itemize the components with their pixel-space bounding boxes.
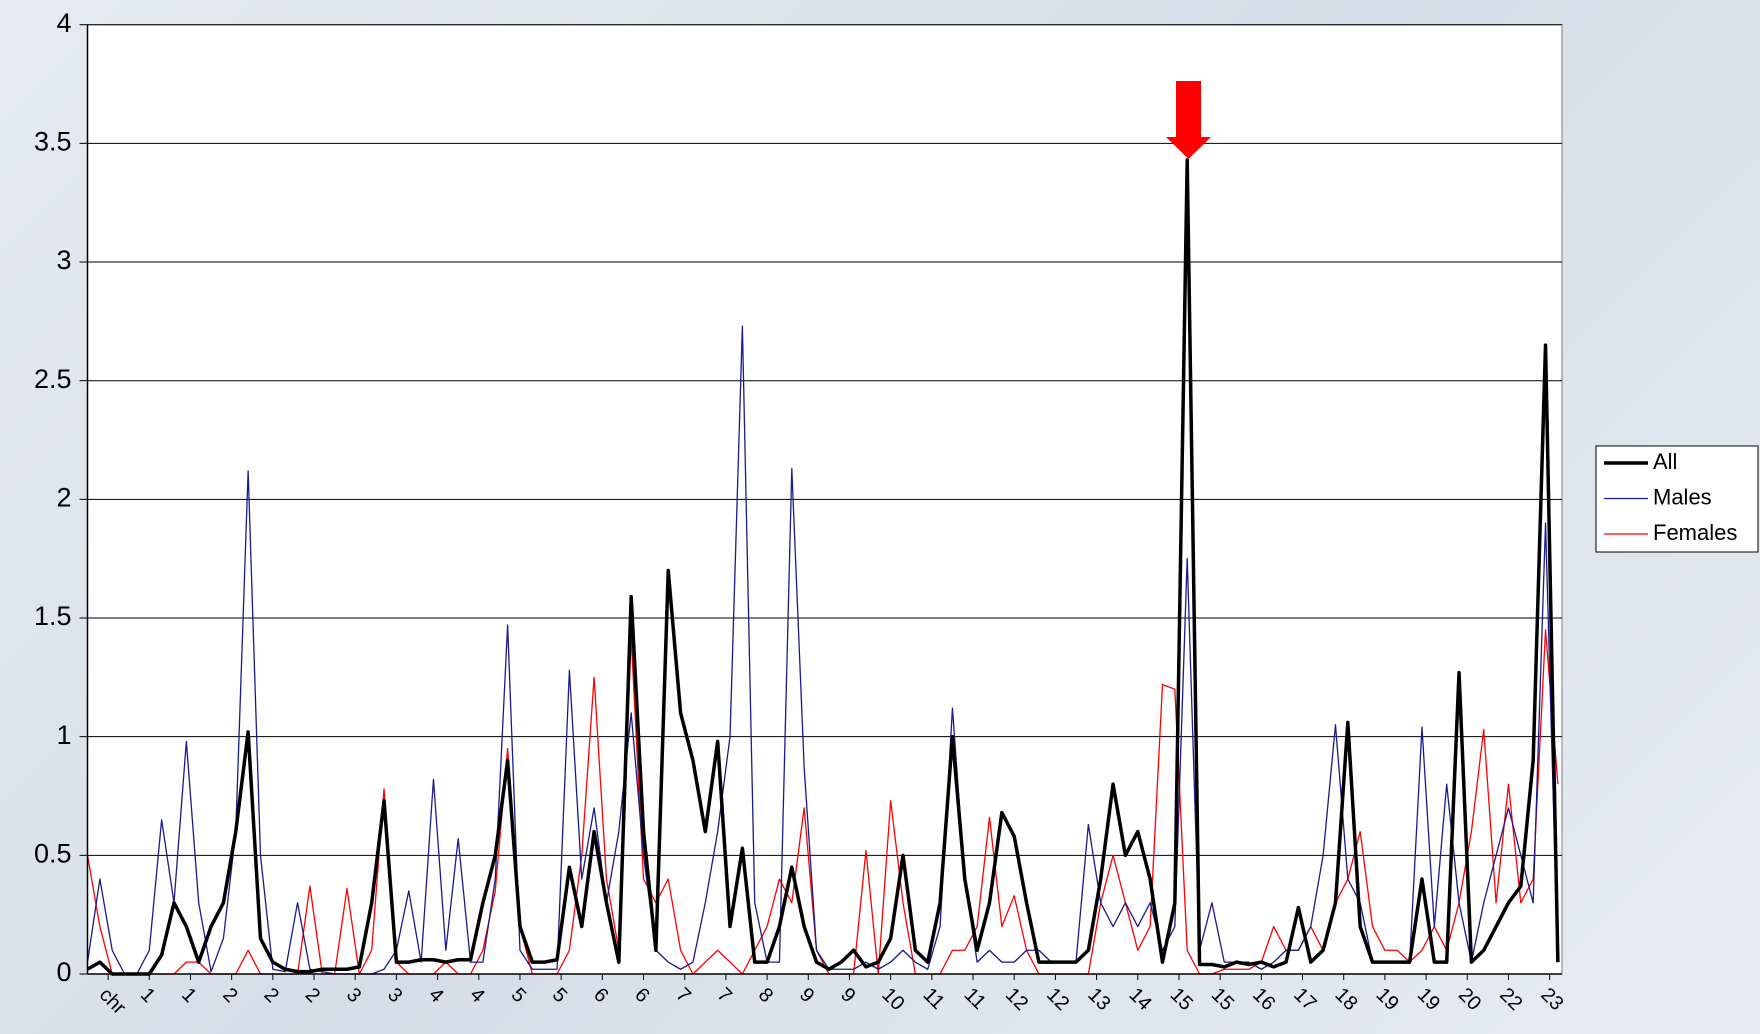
x-tick-label: 6	[630, 984, 653, 1007]
y-tick-label: 3.5	[34, 126, 72, 156]
x-tick-label: 19	[1372, 984, 1403, 1015]
y-tick-label: 2.5	[34, 364, 72, 394]
x-tick-label: 7	[671, 984, 694, 1007]
x-tick-label: 3	[383, 984, 406, 1007]
peak-arrow	[1166, 81, 1211, 159]
arrow-shaft	[1176, 81, 1201, 137]
series-line	[86, 158, 1560, 976]
legend-label: Males	[1653, 484, 1712, 509]
y-tick-label: 0	[56, 957, 71, 987]
x-tick-label: 8	[754, 984, 777, 1007]
x-tick-label: 20	[1454, 984, 1485, 1015]
y-tick-label: 0.5	[34, 838, 72, 868]
x-tick-label: 6	[589, 984, 612, 1007]
x-tick-label: 11	[960, 984, 990, 1014]
x-tick-label: 18	[1330, 984, 1361, 1015]
x-tick-label: chr	[95, 984, 130, 1019]
x-tick-label: 4	[466, 984, 489, 1007]
y-tick-label: 1	[56, 720, 71, 750]
x-tick-label: 17	[1289, 984, 1320, 1015]
legend-label: All	[1653, 449, 1677, 474]
x-tick-label: 1	[177, 984, 200, 1007]
x-tick-label: 2	[218, 984, 241, 1007]
x-tick-label: 15	[1166, 984, 1197, 1015]
x-tick-label: 9	[836, 984, 859, 1007]
x-tick-label: 19	[1413, 984, 1444, 1015]
y-tick-label: 2	[56, 482, 71, 512]
x-tick-label: 2	[260, 984, 283, 1007]
x-tick-label: 15	[1207, 984, 1238, 1015]
x-tick-label: 11	[919, 984, 949, 1014]
legend-label: Females	[1653, 520, 1737, 545]
legend: All Males Females	[1595, 445, 1759, 553]
x-tick-label: 7	[713, 984, 736, 1007]
y-tick-label: 3	[56, 245, 71, 275]
y-tick-label: 1.5	[34, 601, 72, 631]
arrow-head	[1166, 137, 1211, 159]
x-tick-label: 23	[1536, 984, 1567, 1015]
x-tick-label: 5	[507, 984, 530, 1007]
y-tick-label: 4	[56, 8, 71, 38]
x-tick-label: 14	[1125, 984, 1156, 1015]
x-tick-label: 12	[1042, 984, 1073, 1015]
x-tick-label: 9	[795, 984, 818, 1007]
x-tick-label: 12	[1001, 984, 1032, 1015]
x-tick-label: 4	[424, 984, 447, 1007]
x-tick-label: 13	[1083, 984, 1114, 1015]
x-tick-label: 22	[1495, 984, 1526, 1015]
x-tick-label: 10	[877, 984, 908, 1015]
x-tick-label: 2	[301, 984, 324, 1007]
x-tick-label: 5	[548, 984, 571, 1007]
x-tick-label: 1	[136, 984, 159, 1007]
x-tick-label: 3	[342, 984, 365, 1007]
x-tick-label: 16	[1248, 984, 1279, 1015]
